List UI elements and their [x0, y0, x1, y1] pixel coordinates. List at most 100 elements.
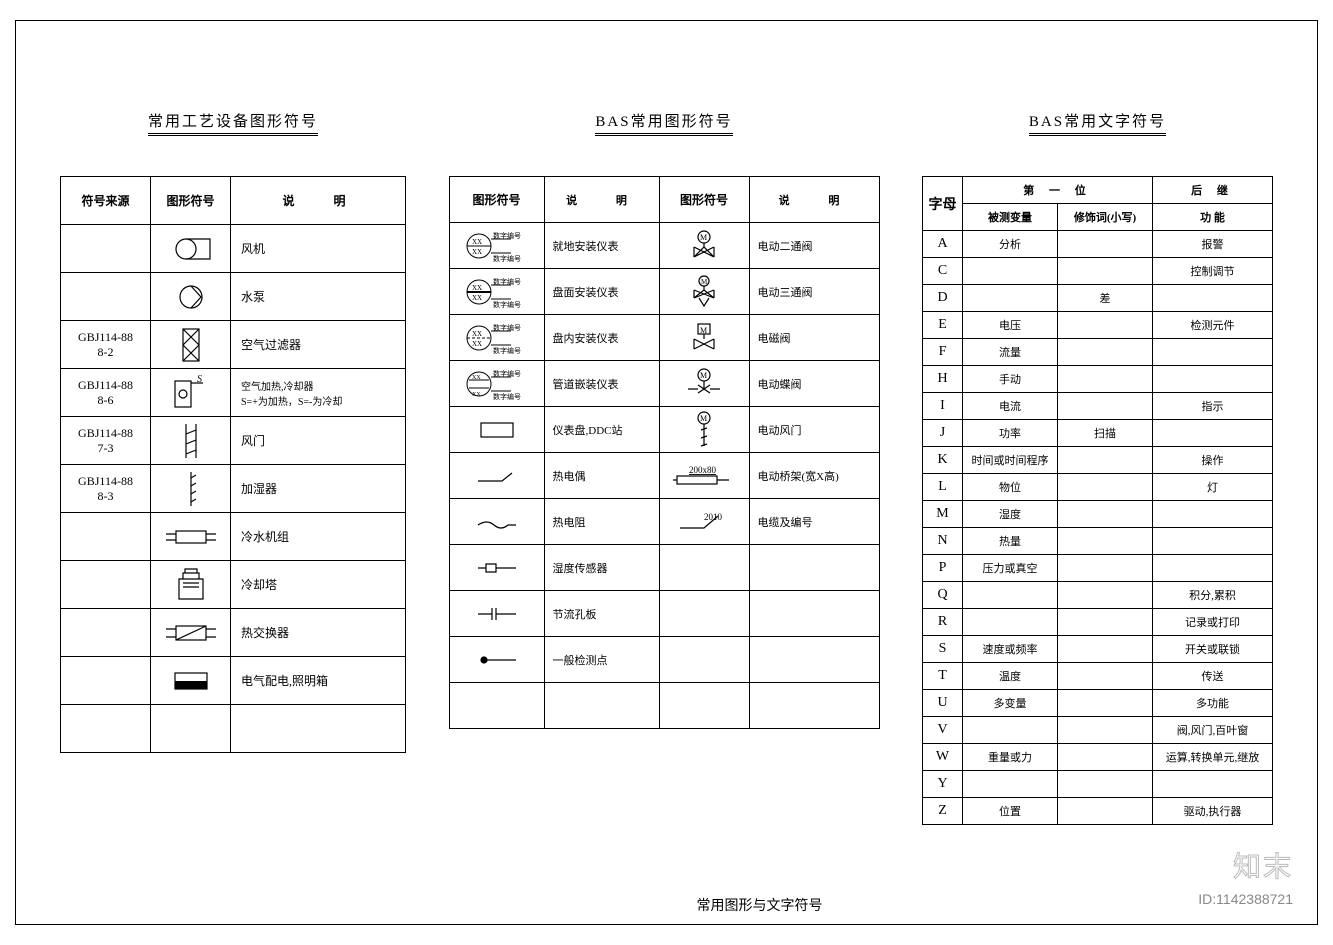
cell-c0: J — [923, 420, 963, 447]
cell-src — [61, 561, 151, 609]
cell-c3: 运算,转换单元,继放 — [1153, 744, 1273, 771]
cell-c0: S — [923, 636, 963, 663]
cell-symbol — [151, 513, 231, 561]
th-modifier: 修饰词(小写) — [1058, 204, 1153, 231]
cell-c2 — [1058, 771, 1153, 798]
cell-desc: 管道嵌装仪表 — [544, 361, 659, 407]
watermark-logo: 知末 — [1233, 845, 1293, 885]
cell-src: GBJ114-88 7-3 — [61, 417, 151, 465]
cell-c3: 驱动,执行器 — [1153, 798, 1273, 825]
cell-c2 — [1058, 528, 1153, 555]
cell-desc: 水泵 — [231, 273, 406, 321]
cell-c0: M — [923, 501, 963, 528]
cell-c2 — [1058, 258, 1153, 285]
cell-desc: 风门 — [231, 417, 406, 465]
svg-text:S: S — [197, 375, 202, 385]
cell-desc: 节流孔板 — [544, 591, 659, 637]
cell-c0: E — [923, 312, 963, 339]
th-letter: 字母 — [923, 177, 963, 231]
svg-text:数字编号: 数字编号 — [493, 231, 521, 240]
cell-c0: R — [923, 609, 963, 636]
cell-c0: A — [923, 231, 963, 258]
cell-c2 — [1058, 339, 1153, 366]
table-row: L物位灯 — [923, 474, 1273, 501]
cell-c3 — [1153, 285, 1273, 312]
pipe-instrument-icon: XXXX数字编号数字编号 — [457, 366, 537, 402]
ddc-panel-icon — [475, 418, 519, 442]
cell-c3 — [1153, 771, 1273, 798]
cell-c3 — [1153, 420, 1273, 447]
cell-src — [61, 609, 151, 657]
cell-c2 — [1058, 690, 1153, 717]
table-row: 仪表盘,DDC站 M 电动风门 — [449, 407, 879, 453]
cooling-tower-icon — [171, 567, 211, 603]
bottom-caption: 常用图形与文字符号 — [697, 895, 823, 915]
table-header-row: 字母 第 一 位 后 继 — [923, 177, 1273, 204]
cell-c3 — [1153, 555, 1273, 582]
cell-c2 — [1058, 636, 1153, 663]
cell-src — [61, 225, 151, 273]
humidity-sensor-icon — [472, 558, 522, 578]
cable-number-icon: 2010 — [674, 510, 734, 534]
table-row: E电压检测元件 — [923, 312, 1273, 339]
cell-desc: 一般检测点 — [544, 637, 659, 683]
table-header-row: 符号来源 图形符号 说 明 — [61, 177, 406, 225]
cell-c3 — [1153, 339, 1273, 366]
cell-c2 — [1058, 798, 1153, 825]
cell-c2 — [1058, 366, 1153, 393]
table-row: GBJ114-88 8-3 加湿器 — [61, 465, 406, 513]
cell-desc2 — [749, 545, 879, 591]
cell-symbol — [151, 465, 231, 513]
cell-symbol2: M — [659, 315, 749, 361]
th-group1: 第 一 位 — [963, 177, 1153, 204]
cell-c3: 积分,累积 — [1153, 582, 1273, 609]
cell-c0: K — [923, 447, 963, 474]
table-equipment: 符号来源 图形符号 说 明 风机 — [60, 176, 406, 753]
cell-c1 — [963, 771, 1058, 798]
cell-c3: 灯 — [1153, 474, 1273, 501]
cell-c3: 记录或打印 — [1153, 609, 1273, 636]
table-row: I电流指示 — [923, 393, 1273, 420]
table-row: XXXX数字编号数字编号 盘内安装仪表 M 电磁阀 — [449, 315, 879, 361]
table-row: S速度或频率开关或联锁 — [923, 636, 1273, 663]
cell-desc: 盘内安装仪表 — [544, 315, 659, 361]
table-row: 冷水机组 — [61, 513, 406, 561]
cell-c2 — [1058, 663, 1153, 690]
cell-c3: 阀,风门,百叶窗 — [1153, 717, 1273, 744]
cell-c3: 检测元件 — [1153, 312, 1273, 339]
cell-c3: 控制调节 — [1153, 258, 1273, 285]
svg-text:XX: XX — [472, 340, 482, 348]
cell-c2 — [1058, 474, 1153, 501]
table-row: 热电偶 200x80 电动桥架(宽X高) — [449, 453, 879, 499]
cell-symbol2: M — [659, 407, 749, 453]
block-bas-text: BAS常用文字符号 字母 第 一 位 后 继 被测变量 修饰词(小写) 功 能 … — [922, 110, 1273, 855]
block-equipment-symbols: 常用工艺设备图形符号 符号来源 图形符号 说 明 风机 — [60, 110, 406, 855]
cell-c1: 湿度 — [963, 501, 1058, 528]
table-row: F流量 — [923, 339, 1273, 366]
cell-src — [61, 513, 151, 561]
cell-desc: 冷却塔 — [231, 561, 406, 609]
table-row: K时间或时间程序操作 — [923, 447, 1273, 474]
cell-desc: 加湿器 — [231, 465, 406, 513]
cell-c3 — [1153, 501, 1273, 528]
table-row: GBJ114-88 8-2 空气过滤器 — [61, 321, 406, 369]
chiller-icon — [164, 525, 218, 549]
table-row: GBJ114-88 8-6 S 空气加热,冷却器 S=+为加热，S=-为冷却 — [61, 369, 406, 417]
table-row: 水泵 — [61, 273, 406, 321]
title-2: BAS常用图形符号 — [595, 110, 732, 136]
cell-symbol — [151, 609, 231, 657]
cell-c0: V — [923, 717, 963, 744]
table-row: U多变量多功能 — [923, 690, 1273, 717]
cell-symbol — [151, 705, 231, 753]
cell-c0: Q — [923, 582, 963, 609]
cell-c1: 多变量 — [963, 690, 1058, 717]
humidifier-icon — [182, 470, 200, 508]
cell-symbol — [151, 657, 231, 705]
cell-desc — [544, 683, 659, 729]
table-row: 风机 — [61, 225, 406, 273]
svg-text:数字编号: 数字编号 — [493, 392, 521, 401]
table-row: XXXX数字编号数字编号 管道嵌装仪表 M 电动蝶阀 — [449, 361, 879, 407]
two-way-valve-icon: M — [684, 229, 724, 263]
cell-c0: D — [923, 285, 963, 312]
cell-src — [61, 705, 151, 753]
